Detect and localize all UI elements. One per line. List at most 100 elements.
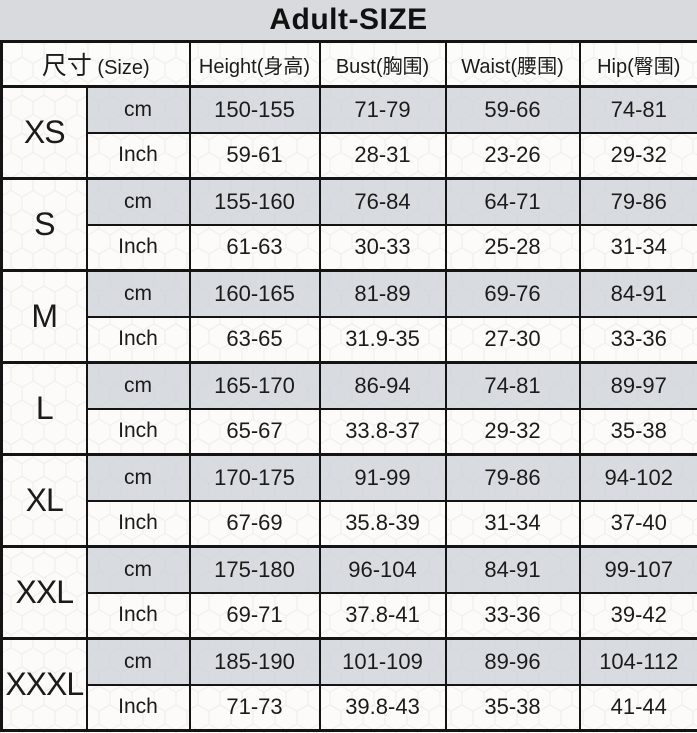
m-bust-inch: 31.9-35 <box>318 315 447 364</box>
unit-inch-label: Inch <box>85 223 191 272</box>
size-label-xs: XS <box>0 85 88 180</box>
xxxl-hip-cm: 104-112 <box>578 637 697 686</box>
row-xl-cm: XL cm 170-175 91-99 79-86 94-102 <box>0 453 697 548</box>
row-xxxl-cm: XXXL cm 185-190 101-109 89-96 104-112 <box>0 637 697 732</box>
size-label-xxxl: XXXL <box>0 637 88 732</box>
unit-inch-label: Inch <box>85 499 191 548</box>
unit-cm-label: cm <box>85 85 191 134</box>
l-height-inch: 65-67 <box>188 407 321 456</box>
xl-hip-inch: 37-40 <box>578 499 697 548</box>
s-bust-cm: 76-84 <box>318 177 447 226</box>
row-s-inch: Inch 61-63 30-33 25-28 31-34 <box>2 223 697 272</box>
xs-height-inch: 59-61 <box>188 131 321 180</box>
l-hip-inch: 35-38 <box>578 407 697 456</box>
row-l-cm: L cm 165-170 86-94 74-81 89-97 <box>0 361 697 456</box>
xs-height-cm: 150-155 <box>188 85 321 134</box>
l-bust-cm: 86-94 <box>318 361 447 410</box>
m-height-inch: 63-65 <box>188 315 321 364</box>
unit-inch-label: Inch <box>85 683 191 732</box>
l-height-cm: 165-170 <box>188 361 321 410</box>
xxl-height-inch: 69-71 <box>188 591 321 640</box>
s-hip-inch: 31-34 <box>578 223 697 272</box>
unit-cm-label: cm <box>85 177 191 226</box>
xxxl-bust-cm: 101-109 <box>318 637 447 686</box>
xs-hip-inch: 29-32 <box>578 131 697 180</box>
row-s-cm: S cm 155-160 76-84 64-71 79-86 <box>0 177 697 272</box>
l-waist-inch: 29-32 <box>444 407 581 456</box>
l-bust-inch: 33.8-37 <box>318 407 447 456</box>
row-xxxl-inch: Inch 71-73 39.8-43 35-38 41-44 <box>2 683 697 732</box>
unit-cm-label: cm <box>85 453 191 502</box>
header-waist: Waist(腰围) <box>444 40 581 88</box>
s-height-cm: 155-160 <box>188 177 321 226</box>
size-label-s: S <box>0 177 88 272</box>
size-label-l: L <box>0 361 88 456</box>
xl-height-inch: 67-69 <box>188 499 321 548</box>
xxl-hip-cm: 99-107 <box>578 545 697 594</box>
size-label-m: M <box>0 269 88 364</box>
unit-cm-label: cm <box>85 361 191 410</box>
xl-height-cm: 170-175 <box>188 453 321 502</box>
row-xl-inch: Inch 67-69 35.8-39 31-34 37-40 <box>2 499 697 548</box>
size-label-xxl: XXL <box>0 545 88 640</box>
s-waist-cm: 64-71 <box>444 177 581 226</box>
xxxl-height-inch: 71-73 <box>188 683 321 732</box>
unit-inch-label: Inch <box>85 131 191 180</box>
xxxl-waist-cm: 89-96 <box>444 637 581 686</box>
m-waist-cm: 69-76 <box>444 269 581 318</box>
size-label-xl: XL <box>0 453 88 548</box>
xs-bust-cm: 71-79 <box>318 85 447 134</box>
m-height-cm: 160-165 <box>188 269 321 318</box>
xxl-hip-inch: 39-42 <box>578 591 697 640</box>
xl-waist-inch: 31-34 <box>444 499 581 548</box>
row-xxl-inch: Inch 69-71 37.8-41 33-36 39-42 <box>2 591 697 640</box>
m-waist-inch: 27-30 <box>444 315 581 364</box>
header-size-en: (Size) <box>97 57 150 79</box>
header-size-cn: 尺寸 <box>41 52 92 80</box>
header-size: 尺寸 (Size) <box>0 40 191 88</box>
row-xs-inch: Inch 59-61 28-31 23-26 29-32 <box>2 131 697 180</box>
page-title: Adult-SIZE <box>0 0 697 40</box>
xxl-bust-inch: 37.8-41 <box>318 591 447 640</box>
xl-bust-cm: 91-99 <box>318 453 447 502</box>
unit-inch-label: Inch <box>85 591 191 640</box>
l-hip-cm: 89-97 <box>578 361 697 410</box>
xxl-waist-cm: 84-91 <box>444 545 581 594</box>
header-hip: Hip(臀围) <box>578 40 697 88</box>
s-height-inch: 61-63 <box>188 223 321 272</box>
m-bust-cm: 81-89 <box>318 269 447 318</box>
m-hip-cm: 84-91 <box>578 269 697 318</box>
xxxl-height-cm: 185-190 <box>188 637 321 686</box>
xl-bust-inch: 35.8-39 <box>318 499 447 548</box>
s-waist-inch: 25-28 <box>444 223 581 272</box>
xxl-waist-inch: 33-36 <box>444 591 581 640</box>
unit-cm-label: cm <box>85 637 191 686</box>
xs-hip-cm: 74-81 <box>578 85 697 134</box>
s-hip-cm: 79-86 <box>578 177 697 226</box>
adult-size-table: 尺寸 (Size) Height(身高) Bust(胸围) Waist(腰围) … <box>0 40 697 732</box>
unit-cm-label: cm <box>85 545 191 594</box>
xs-waist-inch: 23-26 <box>444 131 581 180</box>
unit-cm-label: cm <box>85 269 191 318</box>
m-hip-inch: 33-36 <box>578 315 697 364</box>
xxxl-hip-inch: 41-44 <box>578 683 697 732</box>
xl-waist-cm: 79-86 <box>444 453 581 502</box>
unit-inch-label: Inch <box>85 315 191 364</box>
xxxl-waist-inch: 35-38 <box>444 683 581 732</box>
xs-waist-cm: 59-66 <box>444 85 581 134</box>
l-waist-cm: 74-81 <box>444 361 581 410</box>
unit-inch-label: Inch <box>85 407 191 456</box>
row-xxl-cm: XXL cm 175-180 96-104 84-91 99-107 <box>0 545 697 640</box>
header-height: Height(身高) <box>188 40 321 88</box>
table-header-row: 尺寸 (Size) Height(身高) Bust(胸围) Waist(腰围) … <box>0 40 697 88</box>
xxl-bust-cm: 96-104 <box>318 545 447 594</box>
xxxl-bust-inch: 39.8-43 <box>318 683 447 732</box>
header-bust: Bust(胸围) <box>318 40 447 88</box>
row-l-inch: Inch 65-67 33.8-37 29-32 35-38 <box>2 407 697 456</box>
xs-bust-inch: 28-31 <box>318 131 447 180</box>
xxl-height-cm: 175-180 <box>188 545 321 594</box>
row-m-inch: Inch 63-65 31.9-35 27-30 33-36 <box>2 315 697 364</box>
row-m-cm: M cm 160-165 81-89 69-76 84-91 <box>0 269 697 364</box>
xl-hip-cm: 94-102 <box>578 453 697 502</box>
